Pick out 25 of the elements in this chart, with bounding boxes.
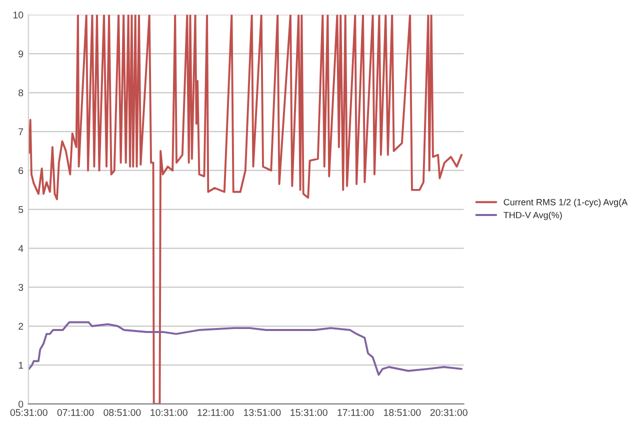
x-tick-label: 07:11:00 (57, 409, 94, 416)
y-tick-label: 8 (18, 89, 24, 96)
line-series (28, 321, 463, 376)
legend-label: THD-V Avg(%) (504, 212, 562, 220)
legend-label: Current RMS 1/2 (1-cyc) Avg(A (504, 198, 628, 208)
y-tick-label: 9 (18, 50, 24, 58)
x-tick-label: 08:51:00 (104, 409, 141, 416)
y-tick-label: 3 (18, 284, 24, 291)
y-tick-label: 6 (18, 167, 24, 174)
x-tick-label: 13:51:00 (244, 409, 281, 416)
x-tick-label: 17:11:00 (338, 409, 374, 416)
line-series (28, 14, 463, 404)
y-tick-label: 4 (18, 245, 24, 252)
x-tick-label: 05:31:00 (10, 409, 48, 416)
x-tick-label: 18:51:00 (384, 409, 421, 416)
y-tick-label: 1 (18, 362, 24, 369)
y-tick-label: 0 (18, 400, 24, 408)
y-tick-label: 7 (18, 128, 24, 136)
y-tick-label: 10 (13, 12, 24, 18)
y-tick-label: 5 (18, 206, 24, 214)
x-tick-label: 10:31:00 (150, 409, 188, 416)
x-tick-label: 15:31:00 (290, 409, 328, 416)
x-tick-label: 20:31:00 (430, 409, 468, 416)
x-tick-label: 12:11:00 (198, 409, 234, 416)
y-tick-label: 2 (18, 322, 24, 330)
